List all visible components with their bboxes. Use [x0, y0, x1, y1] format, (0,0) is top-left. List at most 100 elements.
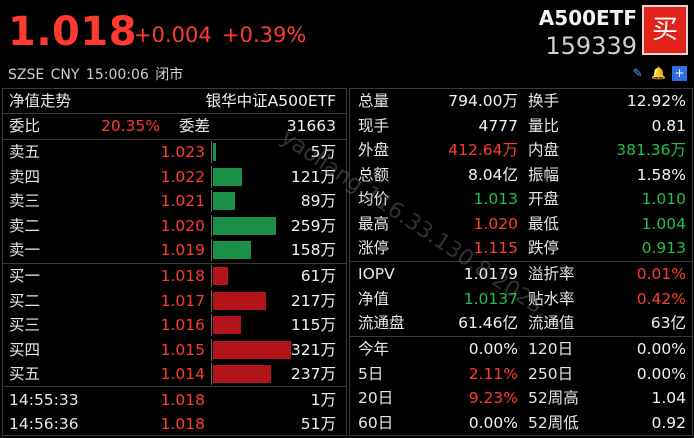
stat-value: 63亿	[650, 314, 686, 332]
price-change-percent: +0.39%	[222, 23, 307, 47]
bid-level-row[interactable]: 买三 1.016 115万	[3, 313, 346, 337]
stat-value: 1.115	[473, 239, 518, 257]
fund-title-row: 净值走势 银华中证A500ETF	[3, 89, 346, 113]
stat-value: 61.46亿	[458, 314, 518, 332]
bid-level-label: 买二	[9, 291, 41, 310]
stat-label: 量比	[528, 116, 560, 135]
stat-label: 5日	[358, 364, 384, 383]
ask-level-row[interactable]: 卖二 1.020 259万	[3, 214, 346, 238]
bid-level-volume: 217万	[290, 291, 336, 310]
stat-label: 净值	[358, 289, 390, 308]
ask-level-label: 卖二	[9, 216, 41, 235]
stat-value: 1.020	[473, 214, 518, 233]
stat-label: 涨停	[358, 239, 390, 257]
bid-level-price: 1.016	[160, 316, 205, 335]
ask-level-row[interactable]: 卖一 1.019 158万	[3, 238, 346, 262]
add-icon[interactable]: +	[672, 66, 687, 81]
bid-level-row[interactable]: 买一 1.018 61万	[3, 264, 346, 288]
book-axis-tick	[211, 338, 212, 361]
nav-trend-tab[interactable]: 净值走势	[9, 92, 72, 110]
ask-level-volume: 89万	[300, 192, 336, 211]
stat-value: 381.36万	[616, 141, 686, 159]
ratio-value: 20.35%	[101, 117, 161, 135]
book-axis-tick	[211, 190, 212, 213]
order-ratio-row: 委比 20.35% 委差 31663	[3, 114, 346, 138]
book-axis-tick	[211, 165, 212, 188]
stat-value: 12.92%	[626, 92, 686, 110]
ask-level-price: 1.023	[160, 143, 205, 161]
stat-label: 250日	[528, 364, 574, 383]
security-symbol: A500ETF	[538, 6, 637, 30]
stat-value: 0.01%	[636, 265, 686, 283]
stat-row: 净值 1.0137 贴水率 0.42%	[350, 287, 692, 311]
ask-level-label: 卖三	[9, 192, 41, 211]
ask-level-row[interactable]: 卖三 1.021 89万	[3, 189, 346, 213]
edit-icon[interactable]: ✎	[632, 66, 643, 80]
stat-row: 20日 9.23% 52周高 1.04	[350, 386, 692, 410]
ask-level-label: 卖一	[9, 241, 41, 260]
fund-name: 银华中证A500ETF	[205, 92, 336, 110]
stat-row: 均价 1.013 开盘 1.010	[350, 187, 692, 211]
stat-value: 0.81	[651, 116, 686, 135]
bid-level-volume: 115万	[290, 316, 336, 335]
ask-level-row[interactable]: 卖四 1.022 121万	[3, 165, 346, 189]
stat-row: 总量 794.00万 换手 12.92%	[350, 89, 692, 113]
bid-level-label: 买五	[9, 365, 41, 384]
ask-level-label: 卖四	[9, 167, 41, 186]
stat-value: 0.913	[641, 239, 686, 257]
ask-level-price: 1.021	[160, 192, 205, 211]
trade-price: 1.018	[160, 391, 205, 409]
stat-label: 52周高	[528, 389, 579, 407]
stat-label: 均价	[358, 190, 390, 208]
ask-level-row[interactable]: 卖五 1.023 5万	[3, 140, 346, 164]
bell-icon[interactable]: 🔔	[651, 66, 666, 80]
stat-label: 外盘	[358, 141, 390, 159]
bid-volume-bar	[213, 291, 266, 310]
market-status-line: SZSE CNY 15:00:06 闭市	[8, 67, 184, 83]
price-change: +0.004	[134, 23, 212, 47]
ask-level-volume: 121万	[290, 167, 336, 186]
trade-price: 1.018	[160, 415, 205, 433]
bid-level-volume: 321万	[290, 340, 336, 359]
trade-row: 14:56:36 1.018 51万	[3, 412, 346, 436]
stat-value: 1.58%	[636, 165, 686, 184]
stat-label: 120日	[528, 340, 574, 358]
stat-row: 总额 8.04亿 振幅 1.58%	[350, 163, 692, 187]
last-price: 1.018	[8, 9, 138, 55]
ask-level-volume: 5万	[310, 143, 336, 161]
bid-level-row[interactable]: 买四 1.015 321万	[3, 338, 346, 362]
trade-time: 14:55:33	[9, 391, 79, 409]
buy-button[interactable]: 买	[642, 5, 688, 55]
stat-row: 外盘 412.64万 内盘 381.36万	[350, 138, 692, 162]
ask-level-volume: 259万	[290, 216, 336, 235]
stat-row: 60日 0.00% 52周低 0.92	[350, 411, 692, 435]
diff-value: 31663	[286, 117, 336, 135]
stat-value: 0.00%	[468, 413, 518, 432]
stat-value: 1.0137	[463, 289, 518, 308]
stat-label: 换手	[528, 92, 560, 110]
bid-level-row[interactable]: 买二 1.017 217万	[3, 289, 346, 313]
stat-label: 贴水率	[528, 289, 575, 308]
stat-row: 5日 2.11% 250日 0.00%	[350, 362, 692, 386]
book-axis-tick	[211, 141, 212, 163]
trade-volume: 1万	[310, 391, 336, 409]
stat-value: 4777	[478, 116, 518, 135]
bid-volume-bar	[213, 316, 241, 335]
stat-value: 0.00%	[636, 364, 686, 383]
book-axis-tick	[211, 363, 212, 386]
stat-label: 总额	[358, 165, 390, 184]
stat-value: 8.04亿	[467, 165, 518, 184]
ask-volume-bar	[213, 216, 276, 235]
stat-value: 0.00%	[468, 340, 518, 358]
ask-volume-bar	[213, 241, 252, 260]
stat-label: 总量	[358, 92, 390, 110]
stat-value: 1.013	[473, 190, 518, 208]
ask-level-price: 1.020	[160, 216, 205, 235]
stat-row: 今年 0.00% 120日 0.00%	[350, 337, 692, 361]
trade-volume: 51万	[300, 415, 336, 433]
stat-value: 794.00万	[448, 92, 518, 110]
stat-label: 20日	[358, 389, 394, 407]
ask-level-label: 卖五	[9, 143, 41, 161]
bid-level-row[interactable]: 买五 1.014 237万	[3, 362, 346, 386]
bid-volume-bar	[213, 340, 291, 359]
